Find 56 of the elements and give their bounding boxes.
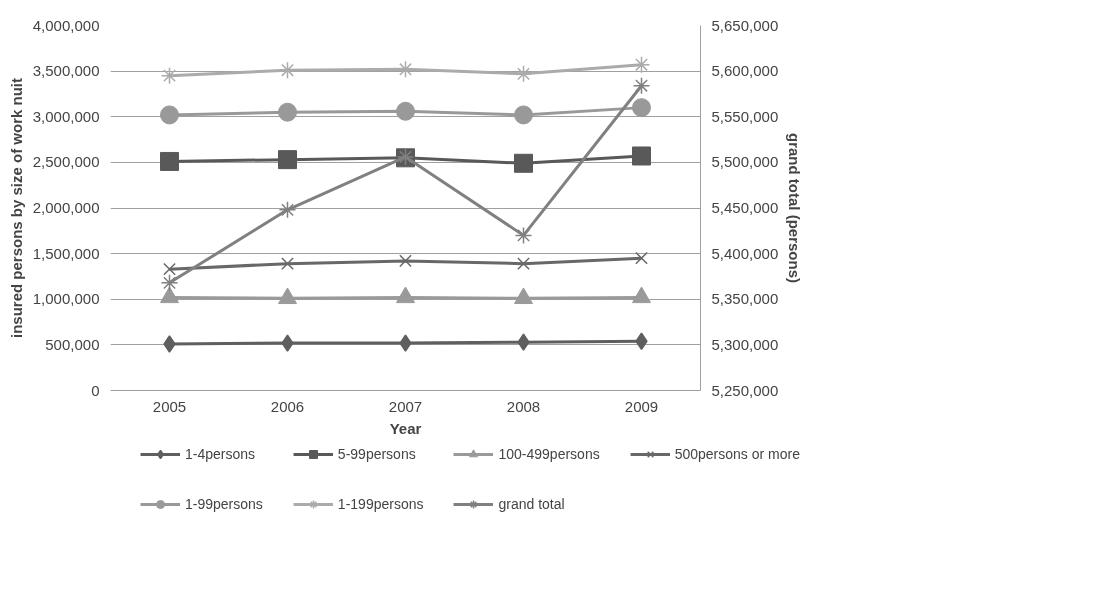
legend-label: 500persons or more [674,446,800,462]
point [632,146,651,166]
y2-tick-label: 5,450,000 [711,199,779,216]
point [278,201,297,219]
point [632,98,651,118]
point [514,226,533,245]
legend-label: 1-99persons [185,496,263,512]
point [514,153,533,173]
point [635,251,648,265]
y2-tick-label: 5,500,000 [711,153,779,171]
y-tick-label: 2,000,000 [32,199,100,216]
point [163,262,176,276]
point [281,334,294,352]
point [396,101,415,121]
y2-tick-label: 5,550,000 [711,107,779,125]
y2-axis-title: grand total (persons) [786,133,804,284]
y2-tick-label: 5,350,000 [711,290,779,308]
y2-tick-label: 5,650,000 [711,16,779,34]
y-axis-title: insured persons by size of work nuit [7,77,25,339]
point [399,254,412,268]
point [514,105,533,125]
point [160,274,179,292]
legend-label: 1-4persons [185,446,256,462]
x-axis-title: Year [389,419,422,437]
point [399,334,412,352]
point [281,257,294,271]
point [163,335,176,353]
point [160,105,179,125]
y-tick-label: 2,500,000 [32,153,100,171]
y-tick-label: 0 [91,381,100,399]
x-tick-label: 2006 [270,397,305,415]
point [632,76,651,95]
y-tick-label: 1,500,000 [32,244,100,262]
x-tick-label: 2009 [624,397,659,415]
y2-tick-label: 5,250,000 [711,381,779,399]
point [278,150,297,170]
x-tick-label: 2005 [152,397,187,415]
legend-label: 5-99persons [337,446,416,462]
y2-tick-label: 5,400,000 [711,244,779,262]
x-tick-label: 2007 [388,397,423,415]
legend-label: grand total [498,496,565,512]
y-tick-label: 3,500,000 [32,62,100,80]
legend-label: 1-199persons [337,496,424,512]
point [517,333,530,351]
y2-tick-label: 5,600,000 [711,62,779,80]
point [278,102,297,122]
y2-tick-label: 5,300,000 [711,335,779,353]
legend-label: 100-499persons [498,446,600,462]
x-tick-label: 2008 [506,397,541,415]
y-tick-label: 4,000,000 [32,16,100,34]
point [635,332,648,350]
point [160,151,179,171]
y-tick-label: 500,000 [45,335,100,353]
y-tick-label: 3,000,000 [32,107,100,125]
y-tick-label: 1,000,000 [32,290,100,308]
point [517,257,530,271]
